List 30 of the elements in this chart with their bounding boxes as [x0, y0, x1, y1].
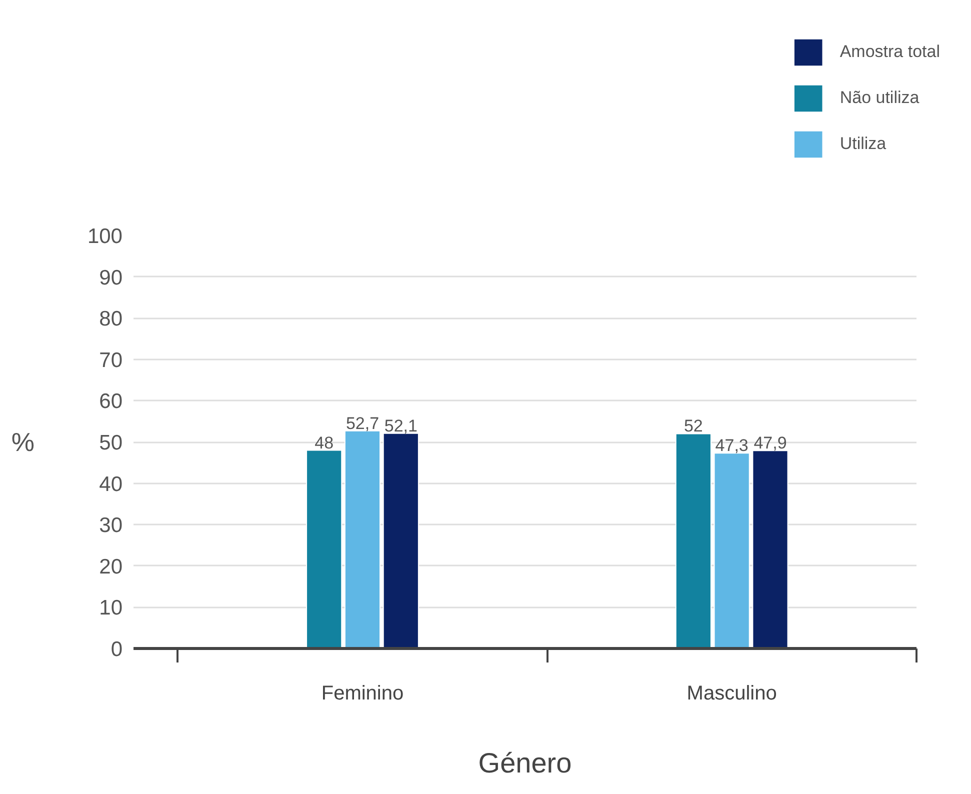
y-tick-label: 80: [99, 308, 122, 331]
x-tick-label: Feminino: [321, 682, 404, 704]
y-tick-label: 50: [99, 432, 122, 454]
y-tick-label: 10: [99, 596, 122, 620]
bar: [306, 450, 342, 648]
y-tick-label: 90: [99, 266, 122, 290]
bar: [344, 430, 381, 648]
data-label: 52,1: [384, 416, 418, 436]
y-tick-label: 60: [99, 390, 122, 414]
data-label: 52,7: [346, 414, 380, 433]
bar: [714, 452, 750, 648]
bar: [752, 450, 788, 648]
legend-label: Utiliza: [840, 134, 886, 154]
legend-label: Amostra total: [840, 42, 940, 62]
bar: [675, 433, 712, 648]
y-tick-label: 70: [99, 348, 122, 372]
y-tick-label: 0: [110, 638, 123, 661]
y-tick-label: 100: [87, 225, 123, 248]
data-label: 47,9: [754, 434, 787, 453]
x-tick-label: Masculino: [686, 682, 777, 704]
x-axis-title: Género: [478, 748, 572, 778]
bar: [382, 432, 419, 648]
y-tick-label: 20: [99, 555, 122, 578]
y-tick-label: 30: [99, 514, 122, 538]
data-label: 48: [314, 433, 334, 452]
data-label: 52: [684, 416, 703, 436]
legend-label: Não utiliza: [840, 88, 920, 108]
data-label: 47,3: [715, 436, 748, 456]
y-axis-title: %: [11, 427, 34, 457]
y-tick-label: 40: [99, 472, 122, 496]
